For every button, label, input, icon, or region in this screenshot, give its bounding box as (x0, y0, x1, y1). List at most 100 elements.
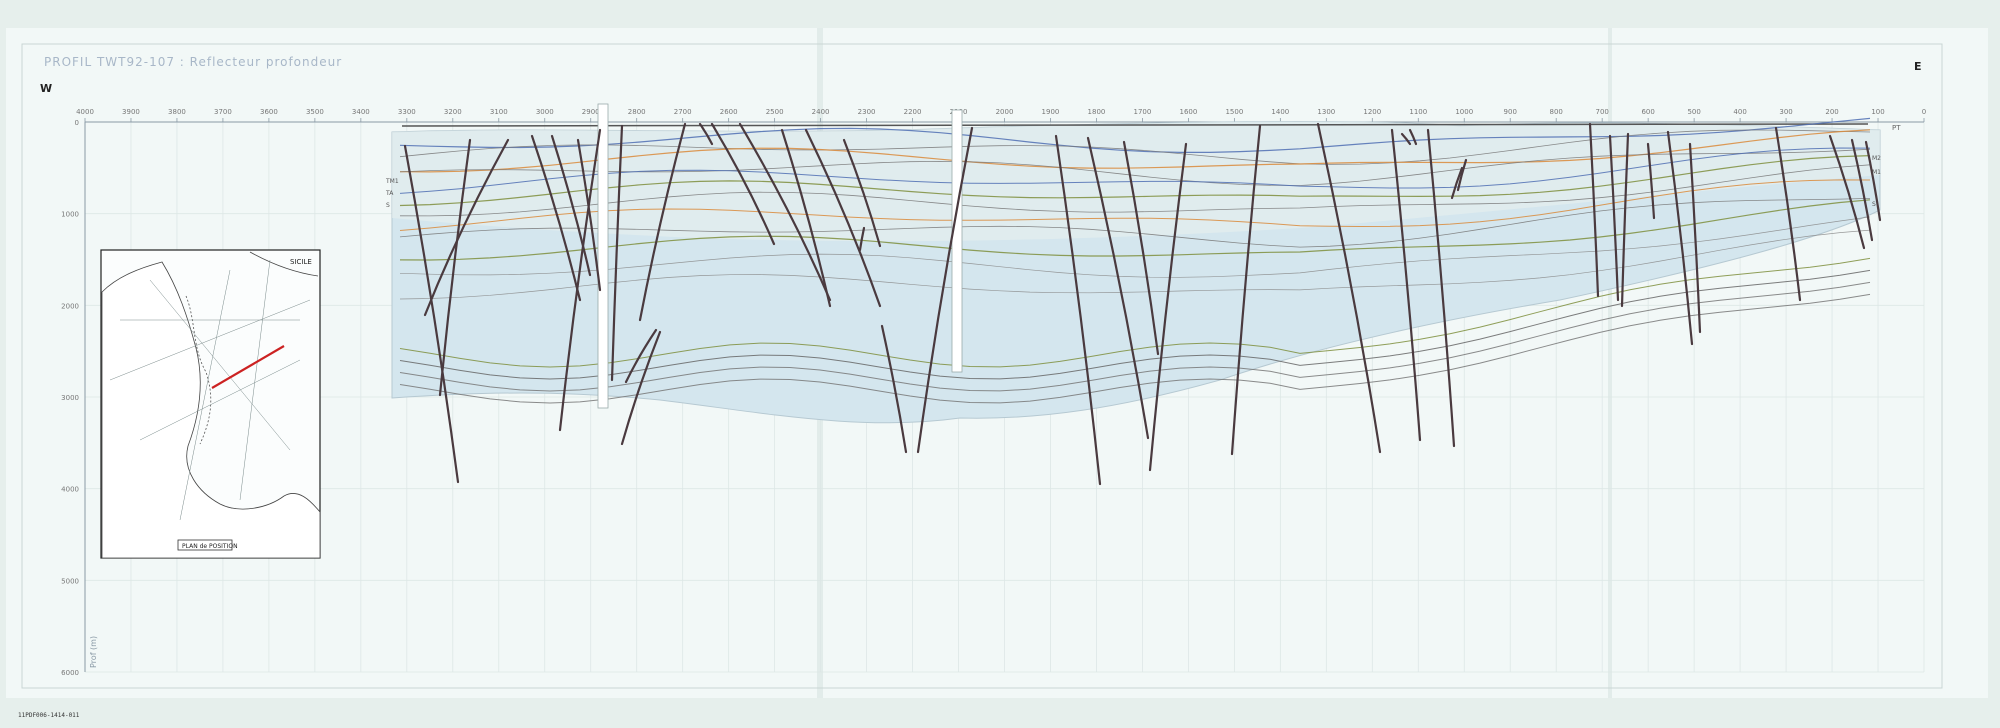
depth-tick-label: 2000 (61, 302, 79, 310)
distance-tick-label: 1500 (1225, 108, 1243, 116)
fault-line (1086, 136, 1150, 440)
fault-line (880, 324, 908, 454)
fault-line (780, 128, 832, 308)
fault-line (1864, 140, 1882, 222)
distance-tick-label: 2900 (582, 108, 600, 116)
depth-tick-label: 0 (75, 119, 79, 127)
fault-line (858, 226, 866, 252)
distance-tick-label: 3300 (398, 108, 416, 116)
fault-line (1666, 130, 1694, 346)
sheet-code: 11PDF006-1414-011 (18, 712, 80, 719)
horizon-label-right-2: M1 (1872, 169, 1881, 176)
depth-tick-label: 5000 (61, 577, 79, 585)
fault-line (1450, 166, 1464, 200)
fault-line (698, 122, 714, 146)
fault-line (1688, 142, 1702, 334)
distance-tick-label: 2600 (720, 108, 738, 116)
horizon-label-left-1: TM1 (385, 178, 399, 185)
fault-line (576, 138, 602, 292)
fault-line (620, 330, 662, 446)
distance-tick-label: 1200 (1363, 108, 1381, 116)
distance-tick-label: 900 (1504, 108, 1517, 116)
distance-tick-label: 400 (1733, 108, 1746, 116)
distance-tick-label: 600 (1641, 108, 1654, 116)
distance-tick-label: 2700 (674, 108, 692, 116)
distance-tick-label: 2200 (904, 108, 922, 116)
distance-tick-label: 3700 (214, 108, 232, 116)
horizon-label-right-1: M2 (1872, 155, 1881, 162)
fault-line (1400, 132, 1412, 146)
fault-line (530, 134, 582, 302)
fault-line (638, 122, 687, 322)
distance-tick-label: 800 (1550, 108, 1563, 116)
fault-line (1850, 138, 1874, 242)
depth-tick-label: 4000 (61, 486, 79, 494)
fault-line (438, 138, 472, 397)
distance-tick-label: 200 (1825, 108, 1838, 116)
horizon-label-left-2: TA (385, 190, 394, 197)
distance-tick-label: 1000 (1455, 108, 1473, 116)
fault-line (1646, 142, 1656, 220)
fault-line (423, 138, 510, 317)
distance-tick-label: 1300 (1317, 108, 1335, 116)
seismic-section (391, 117, 1881, 424)
fault-line (1588, 122, 1600, 298)
fault-lines (403, 122, 1882, 486)
fault-line (1426, 128, 1456, 448)
distance-tick-label: 300 (1779, 108, 1792, 116)
depth-tick-label: 3000 (61, 394, 79, 402)
distance-tick-label: 100 (1871, 108, 1884, 116)
distance-tick-label: 1800 (1088, 108, 1106, 116)
east-label: E (1914, 60, 1922, 73)
fault-line (1148, 142, 1188, 472)
distance-tick-label: 3100 (490, 108, 508, 116)
fault-line (1390, 128, 1422, 442)
distance-tick-label: 1600 (1179, 108, 1197, 116)
distance-tick-label: 3500 (306, 108, 324, 116)
distance-tick-label: 2400 (812, 108, 830, 116)
distance-tick-label: 3600 (260, 108, 278, 116)
fault-line (550, 134, 592, 277)
distance-tick-label: 0 (1922, 108, 1926, 116)
fault-line (1054, 134, 1102, 486)
fault-line (916, 126, 974, 454)
distance-tick-label: 700 (1595, 108, 1608, 116)
horizon-label-right-3: S (1872, 201, 1876, 208)
distance-tick-label: 3800 (168, 108, 186, 116)
depth-tick-label: 1000 (61, 211, 79, 219)
fault-line (1316, 122, 1382, 454)
fault-line (558, 128, 602, 432)
inset-caption: PLAN de POSITION (182, 543, 238, 550)
fault-line (1620, 132, 1630, 308)
distance-tick-label: 1400 (1271, 108, 1289, 116)
distance-tick-label: 1100 (1409, 108, 1427, 116)
fault-line (403, 144, 460, 484)
fault-line (610, 124, 624, 382)
distance-tick-label: 4000 (76, 108, 94, 116)
fault-line (1122, 140, 1160, 356)
distance-axis: 4000 3900 3800 3700 3600 3500 3400 3300 3200 3100… (76, 108, 1926, 123)
fault-line (710, 122, 776, 246)
position-map-inset: SICILE PLAN de POSITION (100, 249, 321, 559)
fault-line (1230, 124, 1262, 456)
distance-tick-label: 3200 (444, 108, 462, 116)
west-label: W (40, 82, 52, 95)
distance-tick-label: 2800 (628, 108, 646, 116)
fault-line (1774, 126, 1802, 302)
distance-tick-label: 2300 (858, 108, 876, 116)
fault-line (624, 328, 658, 384)
pt-label: PT (1892, 124, 1901, 132)
distance-tick-label: 3000 (536, 108, 554, 116)
distance-tick-label: 1700 (1134, 108, 1152, 116)
distance-tick-label: 2000 (996, 108, 1014, 116)
fault-line (1408, 128, 1418, 146)
distance-tick-label: 2500 (766, 108, 784, 116)
distance-tick-label: 3900 (122, 108, 140, 116)
fault-line (804, 128, 882, 308)
inset-place-label: SICILE (290, 258, 312, 266)
fault-line (1608, 134, 1620, 302)
depth-tick-label: 6000 (61, 669, 79, 677)
depth-axis-label: Prof (m) (89, 636, 98, 668)
